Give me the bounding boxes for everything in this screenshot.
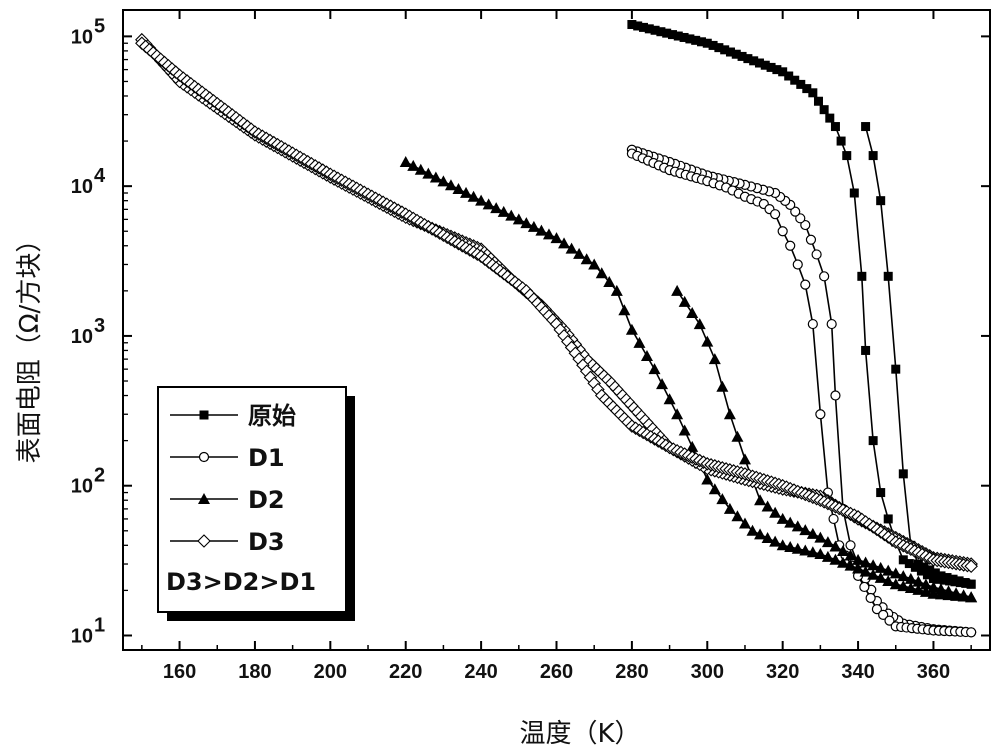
y-tick-label-exponent: 1	[94, 614, 105, 636]
data-point	[861, 346, 870, 355]
x-tick-label: 180	[238, 661, 271, 683]
legend-label: D2	[248, 486, 285, 514]
x-tick-label: 300	[691, 661, 724, 683]
data-point	[869, 436, 878, 445]
y-tick-label-exponent: 4	[94, 165, 106, 187]
y-tick-label-exponent: 2	[94, 465, 105, 487]
data-point	[842, 151, 851, 160]
legend-marker	[200, 453, 209, 462]
data-point	[850, 189, 859, 198]
data-point	[884, 272, 893, 281]
data-point	[967, 628, 976, 637]
data-point	[827, 320, 836, 329]
data-point	[837, 137, 846, 146]
data-point	[861, 122, 870, 131]
legend-label: D3	[248, 528, 285, 556]
x-tick-label: 160	[163, 661, 196, 683]
x-tick-label: 220	[389, 661, 422, 683]
data-point	[786, 241, 795, 250]
x-tick-label: 260	[540, 661, 573, 683]
legend: 原始 D1 D2 D3 D3>D2>D1	[158, 387, 355, 621]
y-axis-title: 表面电阻（Ω/方块）	[15, 227, 45, 464]
data-point	[825, 114, 834, 123]
y-tick-label: 10	[71, 26, 93, 48]
x-tick-label: 340	[841, 661, 874, 683]
data-point	[801, 280, 810, 289]
data-point	[831, 122, 840, 131]
data-point	[891, 365, 900, 374]
legend-note: D3>D2>D1	[166, 568, 316, 596]
data-point	[806, 235, 815, 244]
data-point	[866, 594, 875, 603]
data-point	[884, 514, 893, 523]
x-tick-label: 280	[615, 661, 648, 683]
data-point	[876, 488, 885, 497]
x-axis-title: 温度（K）	[519, 719, 640, 749]
y-tick-label: 10	[71, 326, 93, 348]
data-point	[778, 227, 787, 236]
data-point	[812, 250, 821, 259]
y-tick-label: 10	[71, 476, 93, 498]
data-point	[831, 391, 840, 400]
data-point	[967, 580, 976, 589]
data-point	[899, 469, 908, 478]
data-point	[820, 272, 829, 281]
legend-label: D1	[248, 444, 285, 472]
data-point	[829, 514, 838, 523]
x-tick-label: 200	[314, 661, 347, 683]
data-point	[820, 105, 829, 114]
data-point	[876, 196, 885, 205]
data-point	[860, 582, 869, 591]
data-point	[808, 88, 817, 97]
x-tick-label: 360	[917, 661, 950, 683]
y-tick-label: 10	[71, 176, 93, 198]
x-tick-label: 240	[464, 661, 497, 683]
data-point	[771, 210, 780, 219]
data-point	[846, 541, 855, 550]
data-point	[857, 272, 866, 281]
data-point	[816, 410, 825, 419]
y-tick-label-exponent: 5	[94, 15, 105, 37]
data-point	[869, 151, 878, 160]
legend-label: 原始	[248, 402, 296, 430]
data-point	[808, 320, 817, 329]
x-tick-label: 320	[766, 661, 799, 683]
data-point	[793, 260, 802, 269]
y-tick-label: 10	[71, 625, 93, 647]
legend-marker	[200, 411, 209, 420]
y-tick-label-exponent: 3	[94, 315, 105, 337]
data-point	[814, 97, 823, 106]
